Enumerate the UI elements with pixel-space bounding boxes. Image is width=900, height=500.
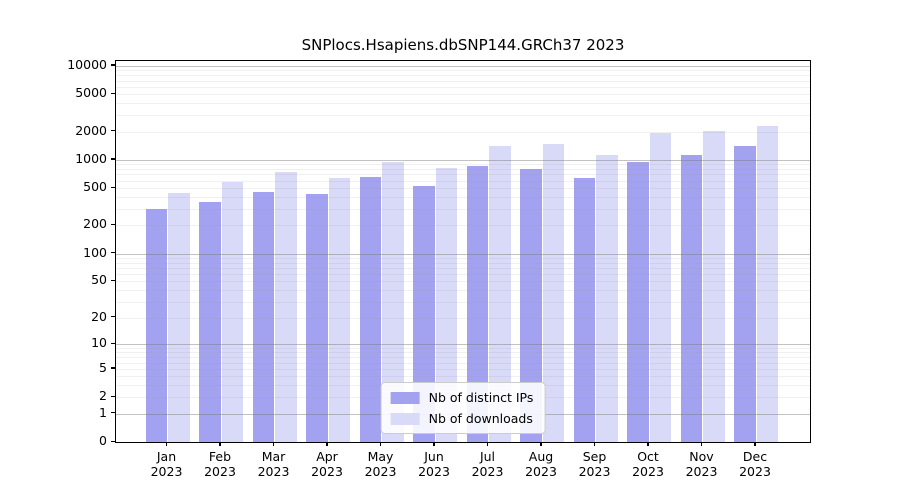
y-tick-mark [111, 395, 115, 397]
bar-nb-of-downloads [382, 161, 404, 442]
y-tick-mark [111, 186, 115, 188]
y-tick-label: 2000 [75, 122, 107, 138]
x-tick-mark [486, 442, 489, 446]
y-tick-label: 1 [99, 404, 107, 420]
bar-nb-of-distinct-ips [680, 154, 702, 442]
y-tick-label: 20 [91, 308, 107, 324]
bar-nb-of-downloads [221, 182, 243, 442]
x-tick-mark [700, 442, 703, 446]
y-tick-mark [111, 158, 115, 160]
gridline [116, 80, 810, 82]
x-tick-mark [219, 442, 221, 446]
bar-nb-of-downloads [596, 154, 618, 442]
bar-nb-of-distinct-ips [145, 209, 167, 442]
gridline [116, 65, 810, 67]
gridline [116, 70, 810, 72]
y-tick-label: 10 [91, 335, 107, 351]
bar-nb-of-downloads [328, 178, 350, 442]
x-tick-label: Aug 2023 [525, 449, 557, 479]
bar-nb-of-distinct-ips [413, 185, 435, 442]
bar-nb-of-downloads [703, 130, 725, 442]
bar-nb-of-distinct-ips [306, 194, 328, 442]
y-tick-label: 1000 [75, 150, 107, 166]
legend-item-downloads: Nb of downloads [390, 411, 534, 426]
bar-nb-of-downloads [275, 171, 297, 442]
gridline [116, 86, 810, 88]
legend-item-distinct-ips: Nb of distinct IPs [390, 390, 534, 405]
y-tick-mark [111, 130, 115, 132]
y-tick-mark [111, 64, 115, 66]
bar-nb-of-downloads [489, 146, 511, 442]
bar-nb-of-downloads [542, 143, 564, 442]
x-tick-mark [540, 442, 542, 446]
bar-nb-of-distinct-ips [573, 178, 595, 442]
chart-title: SNPlocs.Hsapiens.dbSNP144.GRCh37 2023 [301, 36, 625, 54]
y-tick-label: 2 [99, 388, 107, 404]
y-tick-mark [111, 316, 115, 318]
bar-nb-of-distinct-ips [734, 145, 756, 442]
x-tick-mark [593, 442, 596, 446]
bar-nb-of-distinct-ips [627, 162, 649, 442]
x-tick-label: Apr 2023 [311, 449, 343, 479]
y-tick-mark [111, 252, 115, 254]
x-tick-label: Oct 2023 [632, 449, 664, 479]
x-tick-mark [647, 442, 649, 446]
x-tick-mark [326, 442, 328, 446]
legend-swatch-downloads [390, 412, 420, 425]
gridline [116, 115, 810, 117]
y-tick-mark [111, 279, 115, 282]
bar-nb-of-downloads [649, 132, 671, 442]
legend-swatch-distinct-ips [390, 391, 420, 404]
bar-nb-of-downloads [756, 125, 778, 442]
gridline [116, 94, 810, 96]
x-tick-mark [165, 442, 168, 446]
x-tick-label: Sep 2023 [578, 449, 611, 479]
x-tick-label: Nov 2023 [685, 449, 718, 479]
y-tick-label: 5000 [75, 85, 107, 101]
bar-nb-of-downloads [435, 168, 457, 442]
y-tick-mark [111, 342, 115, 344]
y-tick-mark [111, 412, 115, 414]
legend-label-distinct-ips: Nb of distinct IPs [428, 390, 534, 405]
x-tick-label: May 2023 [364, 449, 397, 479]
y-tick-label: 0 [99, 433, 107, 448]
y-tick-label: 100 [83, 244, 107, 260]
plot-area: Nb of distinct IPs Nb of downloads [115, 60, 811, 443]
bar-nb-of-distinct-ips [466, 165, 488, 442]
legend-label-downloads: Nb of downloads [428, 411, 533, 426]
x-tick-label: Dec 2023 [739, 449, 771, 479]
x-tick-label: Jun 2023 [418, 449, 450, 479]
y-tick-label: 5 [99, 359, 107, 375]
y-tick-label: 200 [83, 216, 107, 232]
bar-nb-of-distinct-ips [520, 169, 542, 442]
y-tick-mark [111, 223, 115, 226]
x-tick-label: Mar 2023 [257, 449, 290, 479]
gridline [116, 75, 810, 77]
x-tick-label: Feb 2023 [204, 449, 236, 479]
y-tick-label: 10000 [67, 56, 107, 72]
x-tick-mark [754, 442, 756, 446]
y-tick-mark [111, 440, 115, 442]
x-tick-mark [379, 442, 382, 446]
bar-nb-of-distinct-ips [359, 176, 381, 442]
bar-nb-of-distinct-ips [252, 191, 274, 442]
legend: Nb of distinct IPs Nb of downloads [380, 382, 546, 434]
x-tick-mark [433, 442, 435, 446]
x-tick-label: Jul 2023 [471, 449, 504, 479]
bar-nb-of-downloads [168, 193, 190, 442]
y-tick-label: 50 [91, 272, 107, 288]
gridline [116, 103, 810, 105]
x-tick-label: Jan 2023 [150, 449, 183, 479]
x-tick-mark [272, 442, 275, 446]
y-tick-mark [111, 367, 115, 369]
bar-nb-of-distinct-ips [199, 201, 221, 442]
y-tick-label: 500 [83, 179, 107, 195]
y-tick-mark [111, 92, 115, 94]
